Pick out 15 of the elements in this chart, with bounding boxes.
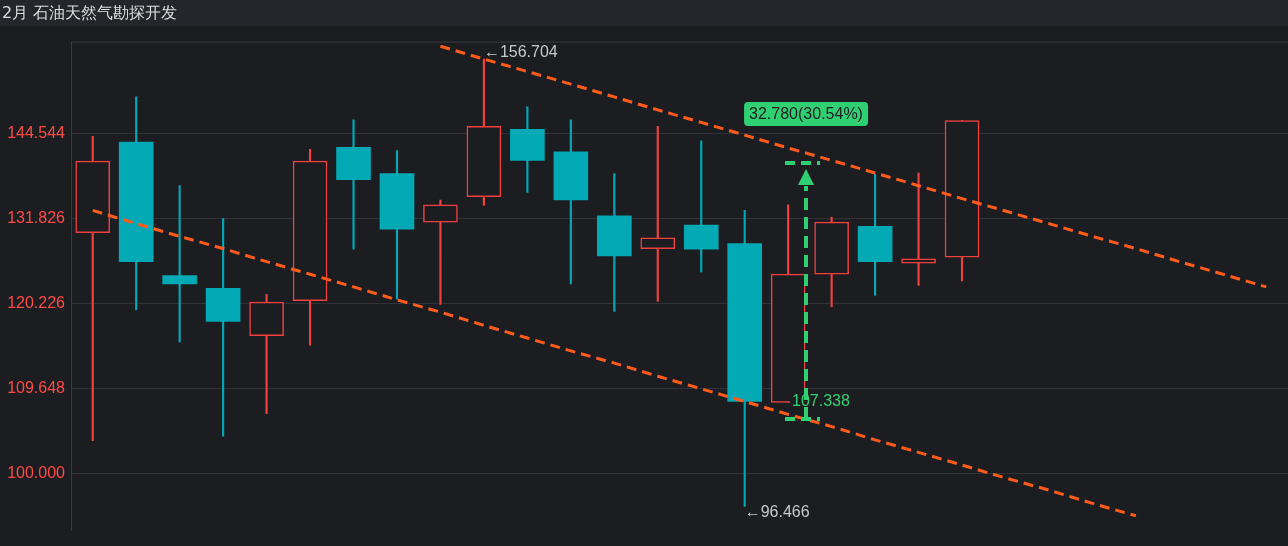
candlestick	[423, 199, 458, 305]
line-series	[91, 208, 1138, 518]
y-tick-label: 131.826	[7, 208, 66, 226]
annotation: ←156.704	[483, 43, 558, 61]
y-tick-label: 120.226	[7, 293, 66, 311]
line-series	[438, 44, 1268, 289]
y-tick-label: 100.000	[7, 463, 66, 481]
annotation: ←96.466	[744, 502, 810, 520]
candlestick	[901, 172, 936, 286]
y-tick-label: 109.648	[7, 378, 66, 396]
y-tick-label: 144.544	[7, 123, 66, 141]
chart-title: 2月 石油天然气勘探开发	[0, 0, 1288, 26]
candlestick	[336, 119, 371, 250]
annotation: 107.338	[790, 391, 852, 411]
annotation: 32.780(30.54%)	[744, 102, 868, 126]
